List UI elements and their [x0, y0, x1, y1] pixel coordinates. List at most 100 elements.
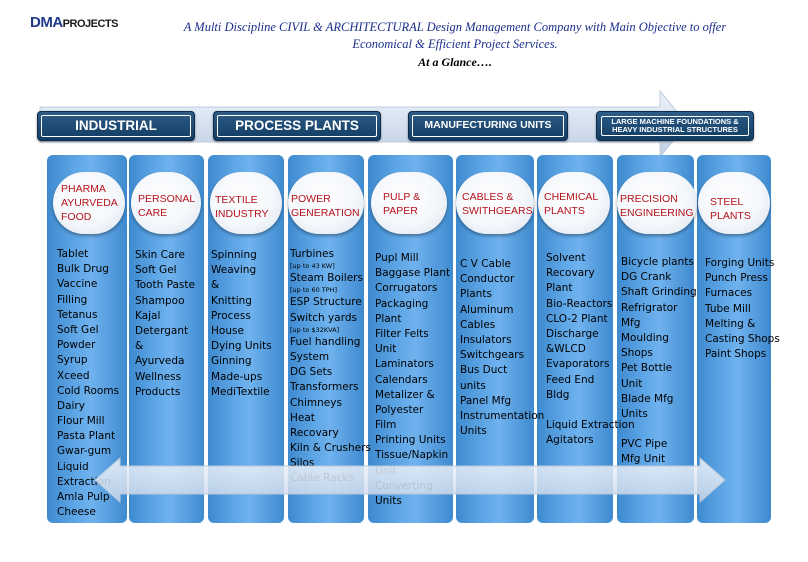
- list-item: Chimneys: [290, 396, 342, 409]
- list-item: Ayurveda: [135, 355, 185, 368]
- items-steel: Forging Units Punch Press Furnaces Tube Mil…: [705, 256, 780, 362]
- list-item: Recovary: [546, 267, 595, 280]
- list-item: Bus Duct: [460, 364, 508, 377]
- list-item: House: [211, 324, 244, 337]
- list-item: Process: [211, 309, 251, 322]
- list-item: Skin Care: [135, 249, 185, 261]
- list-item: Furnaces: [705, 287, 753, 300]
- list-item: Printing Units: [375, 434, 446, 447]
- title-line: TEXTILE: [215, 194, 258, 206]
- list-item: Corrugators: [375, 282, 438, 295]
- title-line: POWER: [291, 193, 331, 205]
- list-item: Solvent: [546, 252, 586, 264]
- list-item: Amla Pulp: [57, 491, 110, 503]
- list-item: Tooth Paste: [135, 279, 195, 292]
- logo-dma: DMA: [30, 14, 63, 31]
- list-item: Pet Bottle: [621, 362, 673, 375]
- bubble-cables: [456, 172, 534, 234]
- title-line: PULP &: [383, 191, 421, 203]
- list-item: Switchgears: [460, 349, 525, 362]
- list-item: Detergant: [135, 324, 189, 337]
- tagline-line2: Economical & Efficient Project Services.: [352, 37, 558, 51]
- at-a-glance: At a Glance….: [418, 55, 492, 69]
- title-line: STEEL: [710, 196, 744, 208]
- list-item: Tissue/Napkin: [375, 449, 449, 462]
- list-item: Evaporators: [546, 358, 610, 371]
- list-item: Gwar-gum: [57, 445, 112, 458]
- list-item: Punch Press: [705, 272, 768, 285]
- title-line: SWITHGEARS: [462, 205, 533, 217]
- items-precision: Bicycle plants DG Crank Shaft Grinding Refr…: [621, 255, 697, 468]
- list-item: Silos: [290, 457, 315, 470]
- title-line: ENGINEERING: [620, 207, 694, 219]
- bubble-textile: [210, 172, 282, 234]
- list-item: Paint Shops: [705, 348, 767, 361]
- title-line: FOOD: [61, 211, 92, 223]
- category-manufacturing-units: MANUFECTURING UNITS: [408, 111, 568, 141]
- list-item: Dairy: [57, 399, 85, 412]
- list-item: Mfg Unit: [621, 453, 666, 466]
- list-item: Unit: [375, 343, 397, 356]
- items-chemical: Solvent Recovary Plant Bio-Reactors CLO-2 Pl…: [546, 251, 635, 448]
- list-item: Liquid Extraction: [546, 419, 635, 432]
- list-item: Bio-Reactors: [546, 297, 613, 310]
- list-item: Cables: [460, 318, 496, 331]
- list-item: Spinning: [211, 249, 257, 261]
- list-item: Cable Racks: [290, 472, 354, 485]
- list-item: Wellness: [135, 370, 182, 383]
- list-item: Aluminum: [460, 303, 514, 316]
- title-line: PAPER: [383, 205, 418, 217]
- list-item: Liquid: [57, 460, 89, 473]
- list-item: &: [211, 279, 220, 292]
- list-item: Shampoo: [135, 294, 185, 307]
- list-item: Turbines: [290, 248, 334, 260]
- list-item: Feed End: [546, 373, 595, 386]
- category-large-machine-foundations: LARGE MACHINE FOUNDATIONS & HEAVY INDUST…: [596, 111, 754, 141]
- list-item: Flour Mill: [57, 415, 105, 428]
- title-line: PLANTS: [710, 210, 751, 222]
- title-steel: STEEL PLANTS: [710, 195, 751, 223]
- list-item: Plant: [546, 282, 573, 295]
- list-item: Bulk Drug: [57, 263, 109, 276]
- category-industrial: INDUSTRIAL: [37, 111, 195, 141]
- bubble-power: [288, 172, 364, 234]
- category-process-plants-label: PROCESS PLANTS: [217, 115, 377, 137]
- list-item: units: [460, 379, 486, 392]
- items-pulp-paper: Pupl Mill Baggase Plant Corrugators Packagi…: [375, 251, 450, 509]
- bubble-pharma: [53, 172, 125, 234]
- list-item: Shops: [621, 347, 653, 360]
- list-item: Unit: [621, 377, 643, 390]
- list-item: ESP Structure: [290, 296, 362, 309]
- title-line: AYURVEDA: [61, 197, 118, 209]
- list-item: Recovary: [290, 426, 339, 439]
- list-item: Soft Gel: [135, 264, 177, 277]
- title-line: PLANTS: [544, 205, 585, 217]
- list-item: Agitators: [546, 434, 594, 447]
- list-item: Converting: [375, 479, 433, 492]
- list-item: Steam Boilers: [290, 272, 363, 285]
- list-item: Plants: [460, 288, 492, 301]
- list-item: Tube Mill: [705, 302, 751, 315]
- list-item: Bicycle plants: [621, 256, 694, 268]
- list-item: Panel Mfg: [460, 394, 512, 407]
- list-item: Products: [135, 385, 181, 398]
- list-item: Units: [621, 407, 648, 420]
- title-personal-care: PERSONAL CARE: [138, 192, 195, 220]
- title-line: INDUSTRY: [215, 208, 269, 220]
- list-item: Tablet: [57, 248, 89, 260]
- title-line: GENERATION: [291, 207, 360, 219]
- list-item: Knitting: [211, 294, 252, 307]
- list-item: Kajal: [135, 309, 161, 322]
- list-item: Laminators: [375, 358, 434, 371]
- title-pulp-paper: PULP & PAPER: [383, 190, 420, 218]
- list-item: Units: [460, 425, 487, 438]
- list-item: Shaft Grinding: [621, 286, 697, 299]
- list-item: Extraction: [57, 475, 111, 488]
- title-precision: PRECISION ENGINEERING: [620, 192, 694, 220]
- title-line: PERSONAL: [138, 193, 196, 205]
- list-item: Melting &: [705, 317, 756, 330]
- list-item: Powder: [57, 339, 96, 352]
- company-logo: DMAPROJECTS: [30, 14, 118, 32]
- bubble-steel: [698, 172, 770, 234]
- items-personal-care: Skin Care Soft Gel Tooth Paste Shampoo Kajal…: [135, 248, 195, 400]
